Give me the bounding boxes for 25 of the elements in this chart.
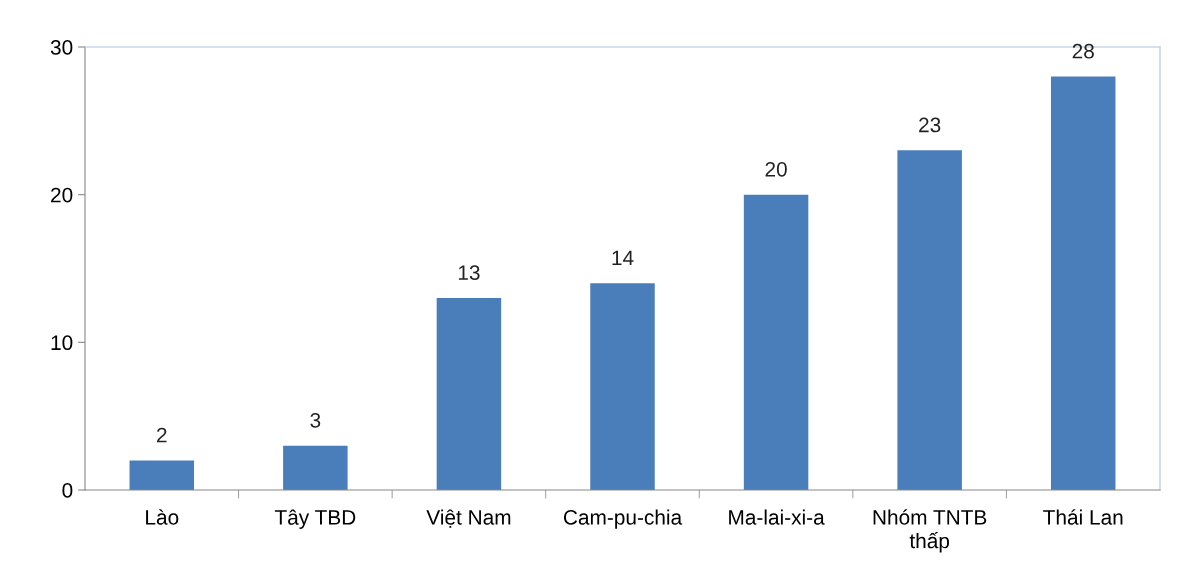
x-tick-label: Nhóm TNTB thấp bbox=[873, 509, 987, 553]
y-tick-label: 10 bbox=[51, 335, 73, 351]
data-label: 23 bbox=[919, 117, 941, 133]
bar bbox=[897, 150, 962, 490]
x-tick-label: Ma-lai-xi-a bbox=[729, 509, 825, 525]
data-label: 20 bbox=[765, 161, 787, 177]
bar bbox=[129, 460, 195, 490]
bar bbox=[436, 298, 502, 490]
y-tick-label: 30 bbox=[50, 40, 73, 55]
x-tick-label: Thái Lan bbox=[1043, 509, 1123, 525]
bar bbox=[590, 283, 655, 490]
data-label: 3 bbox=[310, 412, 321, 428]
bar bbox=[283, 445, 348, 490]
x-tick-label: Lào bbox=[146, 509, 179, 525]
data-label: 28 bbox=[1072, 43, 1094, 59]
bar bbox=[1050, 76, 1116, 490]
data-label: 13 bbox=[458, 265, 480, 281]
x-tick-label: Việt Nam bbox=[426, 509, 511, 528]
x-tick-label: Tây TBD bbox=[274, 509, 356, 529]
y-tick-label: 20 bbox=[51, 187, 73, 203]
y-tick-label: 0 bbox=[62, 483, 73, 498]
data-label: 2 bbox=[157, 427, 167, 443]
data-label: 14 bbox=[612, 250, 634, 266]
bar bbox=[743, 194, 809, 490]
x-tick-label: Cam-pu-chia bbox=[563, 509, 683, 529]
